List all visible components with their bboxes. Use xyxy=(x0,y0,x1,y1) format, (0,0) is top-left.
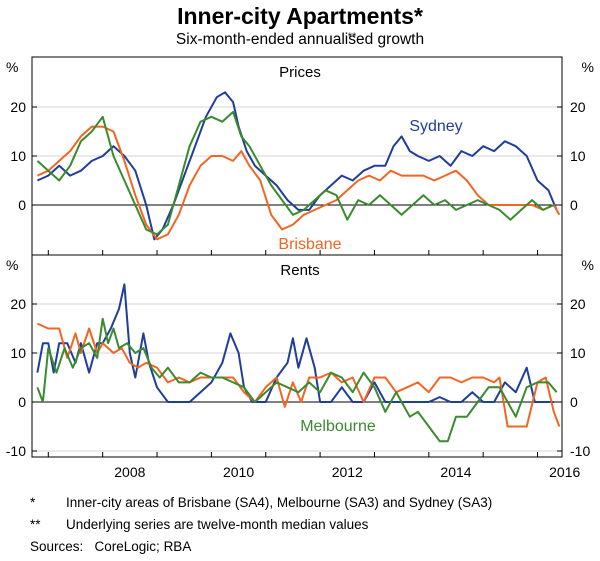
series-line-sydney xyxy=(36,91,558,241)
x-tick-label: 2016 xyxy=(549,464,580,480)
sources-text: Sources: CoreLogic; RBA xyxy=(30,539,192,554)
footnote-1-mark: * xyxy=(30,495,36,510)
footnote-1: * Inner-city areas of Brisbane (SA4), Me… xyxy=(30,492,492,514)
y-tick-label-left: 20 xyxy=(10,296,26,312)
sources-line: Sources: CoreLogic; RBA xyxy=(30,536,492,558)
y-tick-label-right: -10 xyxy=(570,443,590,459)
x-tick-label: 2010 xyxy=(223,464,254,480)
panel-title: Prices xyxy=(279,64,321,81)
x-tick-label: 2008 xyxy=(114,464,145,480)
footnote-1-text: Inner-city areas of Brisbane (SA4), Melb… xyxy=(66,495,493,510)
subtitle-footnote-mark: ** xyxy=(348,31,357,43)
series-line-melbourne xyxy=(36,317,558,443)
series-line-brisbane xyxy=(36,125,561,241)
plot-frame xyxy=(31,56,563,458)
footnote-2-text: Underlying series are twelve-month media… xyxy=(66,517,369,532)
chart-subtitle: Six-month-ended annualised growth xyxy=(176,31,424,48)
footnote-2-mark: ** xyxy=(30,517,41,532)
y-tick-label-left: -10 xyxy=(6,443,26,459)
series-line-brisbane xyxy=(36,322,561,428)
y-tick-label-left: 10 xyxy=(10,148,26,164)
x-tick-label: 2014 xyxy=(440,464,471,480)
y-unit-label: % xyxy=(6,59,18,75)
y-tick-label-left: 0 xyxy=(18,197,26,213)
y-unit-label: % xyxy=(582,59,594,75)
y-unit-label: % xyxy=(6,257,18,273)
panel-title: Rents xyxy=(280,262,319,279)
chart-figure: Inner-city Apartments* Six-month-ended a… xyxy=(6,3,594,480)
y-tick-label-right: 10 xyxy=(570,345,586,361)
series-line-sydney xyxy=(36,283,554,403)
y-tick-label-left: 10 xyxy=(10,345,26,361)
series-label-brisbane: Brisbane xyxy=(278,236,341,253)
y-tick-label-right: 20 xyxy=(570,99,586,115)
y-tick-label-left: 0 xyxy=(18,394,26,410)
x-tick-label: 2012 xyxy=(332,464,363,480)
y-tick-label-right: 0 xyxy=(570,394,578,410)
y-tick-label-right: 20 xyxy=(570,296,586,312)
y-unit-label: % xyxy=(582,257,594,273)
series-label-melbourne: Melbourne xyxy=(300,418,376,435)
chart-title: Inner-city Apartments* xyxy=(177,3,423,29)
y-tick-label-left: 20 xyxy=(10,99,26,115)
y-tick-label-right: 0 xyxy=(570,197,578,213)
series-label-sydney: Sydney xyxy=(409,118,462,135)
footnote-2: ** Underlying series are twelve-month me… xyxy=(30,514,492,536)
y-tick-label-right: 10 xyxy=(570,148,586,164)
series-line-melbourne xyxy=(36,110,555,236)
chart-notes: * Inner-city areas of Brisbane (SA4), Me… xyxy=(30,492,492,558)
